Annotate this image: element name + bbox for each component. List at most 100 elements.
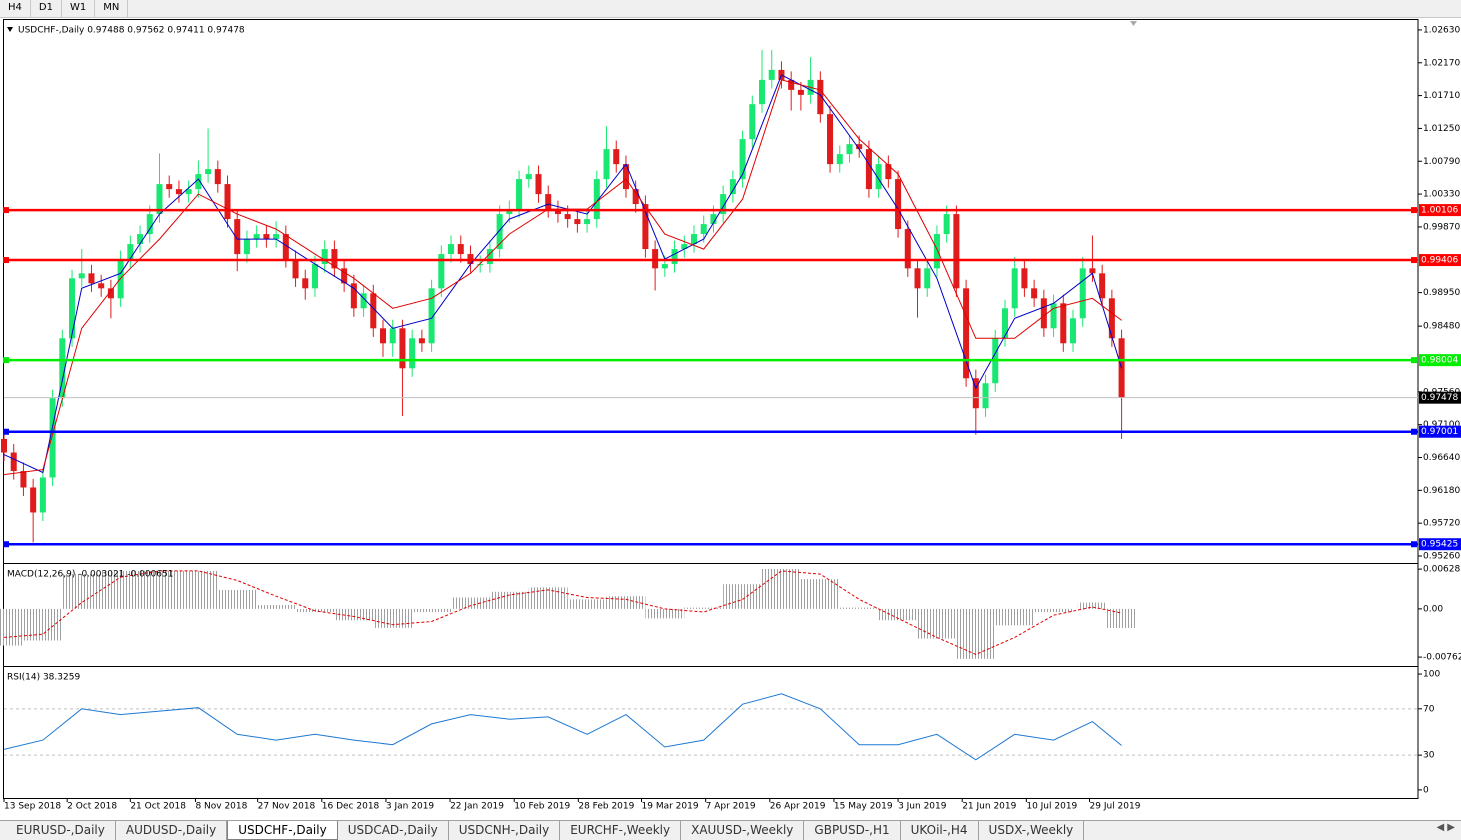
candle-body	[545, 194, 552, 210]
candle-body	[525, 174, 532, 180]
x-tick-label: 21 Jun 2019	[962, 802, 1016, 812]
candle-body	[399, 328, 406, 369]
macd-histogram-bar	[217, 589, 257, 609]
candle-body	[0, 438, 8, 453]
macd-histogram-bar	[140, 570, 179, 609]
y-tick-label: 1.01250	[1423, 124, 1460, 134]
candle-body	[311, 264, 318, 289]
candle-body	[438, 254, 445, 289]
timeframe-button[interactable]: H4	[0, 0, 31, 17]
level-label: 0.99406	[1421, 256, 1458, 266]
level-box	[1419, 538, 1461, 551]
macd-histogram-bar	[839, 607, 879, 609]
x-tick-label: 22 Jan 2019	[450, 802, 504, 812]
candle-body	[428, 288, 435, 344]
candle-body	[10, 452, 17, 472]
y-tick-label: 0.98480	[1423, 322, 1460, 332]
candle-body	[613, 149, 620, 165]
candle-body	[943, 214, 950, 235]
rsi-line	[3, 693, 1122, 761]
candle-body	[418, 338, 425, 344]
candle-body	[622, 164, 629, 190]
candle-body	[30, 487, 37, 513]
panel: 1.02630 1.02170 1.01710 1.01250 1.00790 1.003…	[0, 25, 1461, 562]
x-tick-label: 3 Jan 2019	[386, 802, 434, 812]
candle-body	[846, 144, 853, 155]
candle-body	[661, 264, 668, 269]
candle-body	[166, 184, 173, 190]
level-handle	[1411, 428, 1417, 435]
symbol-tab[interactable]: EURCHF-,Weekly	[560, 821, 682, 840]
candle-body	[720, 194, 727, 215]
symbol-tab[interactable]: USDCAD-,Daily	[338, 821, 449, 840]
candle-body	[875, 164, 882, 190]
y-tick-label: 1.00790	[1423, 157, 1460, 167]
macd-histogram-bar	[567, 599, 607, 609]
y-tick-label: 0.97100	[1423, 420, 1460, 430]
x-tick-label: 10 Feb 2019	[514, 802, 570, 812]
tab-scroll[interactable]: ◀ ▶	[1436, 822, 1455, 833]
symbol-tab[interactable]: EURUSD-,Daily	[6, 821, 116, 840]
candle-body	[205, 169, 212, 175]
symbol-tab[interactable]: UKOil-,H4	[901, 821, 979, 840]
y-tick-label: 0.96640	[1423, 453, 1460, 463]
candle-body	[214, 169, 221, 185]
candle-body	[156, 184, 163, 215]
candle-body	[370, 293, 377, 329]
macd-histogram-bar	[1034, 608, 1074, 613]
candle-body	[1099, 273, 1106, 299]
timeframe-button[interactable]: D1	[31, 0, 62, 17]
candle-body	[49, 398, 56, 478]
title-arrow	[7, 27, 13, 32]
y-tick-label: 1.02170	[1423, 58, 1460, 68]
level-box	[1419, 425, 1461, 438]
x-tick-label: 26 Apr 2019	[770, 802, 826, 812]
candle-body	[574, 219, 581, 225]
macd-histogram-bar	[412, 608, 452, 613]
candle-body	[321, 249, 328, 265]
candle-body	[98, 283, 105, 289]
candle-body	[1079, 268, 1086, 319]
macd-histogram-bar	[451, 597, 490, 609]
candle-body	[1011, 268, 1018, 309]
candle-body	[895, 179, 902, 230]
panel: 100 70 30 0 13 Sep 2018 2 Oct 2018 21 Oct 2018…	[3, 670, 1440, 812]
candle-body	[788, 79, 795, 90]
symbol-tab[interactable]: USDCHF-,Daily	[227, 821, 338, 840]
candle-body	[593, 179, 600, 220]
candle-body	[78, 273, 85, 279]
macd-histogram-bar	[995, 608, 1035, 626]
level-handle	[3, 541, 9, 548]
y-tick-label: 0.95720	[1423, 519, 1460, 529]
candle-body	[817, 79, 824, 115]
symbol-tab[interactable]: USDX-,Weekly	[979, 821, 1085, 840]
symbol-tab[interactable]: XAUUSD-,Weekly	[681, 821, 805, 840]
candle-body	[700, 224, 707, 235]
level-label: 0.97001	[1421, 427, 1458, 437]
candle-body	[1050, 303, 1057, 329]
candle-body	[185, 189, 192, 195]
candle-body	[710, 214, 717, 225]
candle-body	[914, 268, 921, 289]
macd-histogram-bar	[62, 574, 102, 609]
candle-body	[263, 234, 270, 240]
x-tick-label: 21 Oct 2018	[130, 802, 186, 812]
candle-body	[1040, 298, 1047, 329]
level-box	[1419, 254, 1461, 267]
symbol-tab[interactable]: USDCNH-,Daily	[449, 821, 561, 840]
last-price-label: 0.97478	[1421, 393, 1458, 403]
timeframe-button[interactable]: W1	[62, 0, 96, 17]
candle-body	[1069, 318, 1077, 344]
candle-body	[486, 249, 493, 265]
symbol-tab[interactable]: GBPUSD-,H1	[804, 821, 901, 840]
symbol-tab[interactable]: AUDUSD-,Daily	[116, 821, 228, 840]
candle-body	[768, 69, 775, 80]
timeframe-button[interactable]: MN	[95, 0, 129, 17]
level-label: 0.98004	[1421, 356, 1458, 366]
x-tick-label: 7 Apr 2019	[706, 802, 756, 812]
candle-body	[69, 278, 76, 339]
macd-histogram-bar	[956, 608, 996, 659]
y-tick-label: -0.00762	[1423, 653, 1461, 663]
x-tick-label: 29 Jul 2019	[1090, 802, 1141, 812]
